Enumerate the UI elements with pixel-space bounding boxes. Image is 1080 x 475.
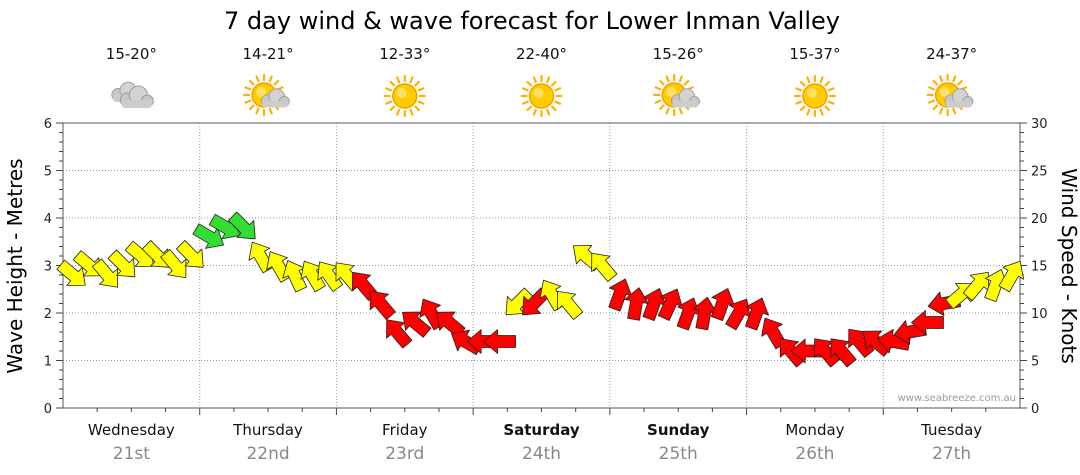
wind-arrow (657, 288, 683, 321)
right-tick-label: 10 (1031, 307, 1048, 322)
sunny-icon (793, 74, 837, 118)
temperature-range: 15-26° (653, 45, 704, 63)
sun-shape (520, 74, 563, 118)
day-date: 24th (522, 444, 561, 464)
partly-cloudy-icon (926, 73, 974, 117)
wind-arrow (300, 260, 326, 293)
wind-arrow (175, 240, 204, 268)
wind-arrow (998, 260, 1025, 293)
wind-arrow (505, 287, 534, 316)
temperature-range: 15-37° (789, 45, 840, 63)
right-axis-title: Wind Speed - Knots (1057, 168, 1080, 364)
wind-arrow (91, 258, 119, 288)
wind-arrow (830, 338, 857, 368)
wind-arrow (192, 223, 224, 249)
left-tick-label: 5 (44, 165, 52, 180)
wind-arrow (624, 287, 649, 321)
right-tick-label: 15 (1031, 260, 1048, 275)
wind-arrow (483, 329, 516, 354)
temperature-range: 15-20° (106, 45, 157, 63)
wind-arrow (227, 211, 256, 240)
day-date: 23rd (385, 444, 424, 464)
left-tick-label: 2 (44, 307, 52, 322)
right-tick-label: 20 (1031, 212, 1048, 227)
right-tick-label: 0 (1031, 402, 1039, 417)
wind-arrow (160, 248, 187, 279)
wind-arrow (141, 240, 170, 268)
temperature-range: 24-37° (926, 45, 977, 63)
day-date: 21st (113, 444, 150, 464)
wind-arrow (814, 338, 841, 368)
wind-arrow (282, 260, 308, 293)
left-tick-label: 6 (44, 117, 52, 132)
day-name: Saturday (503, 421, 580, 439)
wind-arrow (557, 290, 584, 321)
left-tick-label: 1 (44, 355, 52, 370)
wind-arrow (317, 261, 344, 292)
wind-arrow (745, 297, 769, 331)
day-name: Friday (382, 421, 428, 439)
day-date: 27th (932, 444, 971, 464)
wind-arrow (962, 271, 989, 302)
right-tick-label: 5 (1031, 355, 1039, 370)
wind-arrow (591, 252, 618, 283)
left-tick-label: 3 (44, 260, 52, 275)
partly-cloudy-icon (242, 73, 290, 117)
day-date: 26th (795, 444, 834, 464)
wind-arrow (710, 288, 735, 321)
sun-shape (383, 74, 426, 118)
left-tick-label: 0 (44, 402, 52, 417)
temperature-range: 12-33° (379, 45, 430, 63)
sun-shape (793, 74, 837, 118)
temperature-range: 14-21° (243, 45, 294, 63)
wind-arrow (386, 319, 413, 349)
day-name: Sunday (647, 421, 710, 439)
wind-arrow (848, 328, 875, 359)
sunny-icon (520, 74, 563, 118)
wind-arrow (369, 290, 396, 321)
chart-title: 7 day wind & wave forecast for Lower Inm… (224, 7, 840, 35)
wind-arrow (402, 311, 432, 338)
day-name: Monday (785, 421, 844, 439)
day-date: 25th (659, 444, 698, 464)
day-name: Wednesday (88, 421, 175, 439)
day-name: Tuesday (920, 421, 982, 439)
credit-text: www.seabreeze.com.au (898, 393, 1016, 404)
temperature-range: 22-40° (516, 45, 567, 63)
wind-arrow (911, 310, 944, 335)
sunny-icon (383, 74, 426, 118)
day-date: 22nd (246, 444, 289, 464)
right-tick-label: 30 (1031, 117, 1048, 132)
partly-cloudy-icon (653, 73, 700, 117)
wind-arrow (436, 311, 466, 338)
cloudy-icon (111, 81, 154, 109)
wind-arrow (608, 278, 633, 312)
wind-arrow (692, 296, 718, 331)
left-axis-title: Wave Height - Metres (3, 158, 27, 373)
wind-arrow (56, 259, 86, 286)
day-name: Thursday (232, 421, 303, 439)
right-tick-label: 25 (1031, 165, 1048, 180)
left-tick-label: 4 (44, 212, 52, 227)
wind-arrow (107, 249, 136, 278)
